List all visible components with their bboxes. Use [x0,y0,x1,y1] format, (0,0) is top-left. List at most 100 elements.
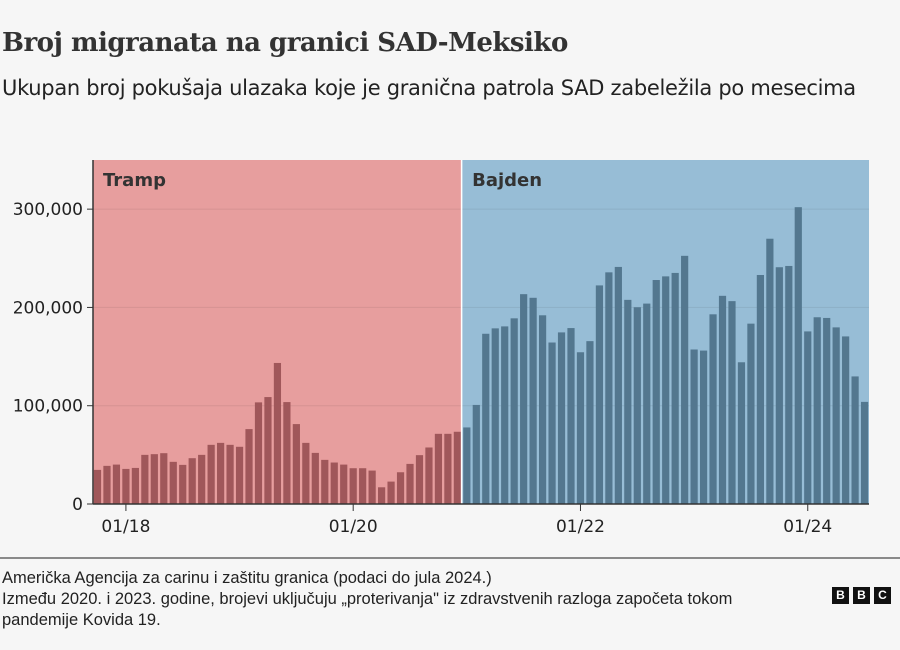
bar-2017-11 [103,465,111,504]
bar-2018-05 [160,453,168,504]
bar-2022-10 [662,276,670,504]
bar-2023-03 [709,314,717,504]
bar-2021-08 [529,297,537,504]
bar-2024-03 [823,317,831,504]
chart-title: Broj migranata na granici SAD-Meksiko [2,28,568,58]
bar-2018-06 [169,461,177,504]
bar-2023-10 [775,267,783,504]
bar-2021-09 [538,315,547,504]
bar-2023-08 [756,274,764,504]
bar-2019-12 [340,464,348,504]
period-label: Tramp [103,170,166,191]
bar-2024-02 [813,317,821,504]
bar-2018-11 [217,442,225,504]
bar-2018-08 [188,458,196,504]
source-note: Američka Agencija za carinu i zaštitu gr… [2,569,492,587]
bar-2024-01 [804,331,812,504]
y-tick-label: 100,000 [13,397,83,417]
bar-2024-04 [832,327,840,504]
y-tick-label: 0 [72,495,83,515]
bar-2022-05 [614,266,622,504]
bar-2019-09 [311,452,319,504]
bar-2019-02 [245,429,253,504]
bar-2019-10 [321,459,329,504]
bar-2018-04 [150,454,158,504]
bar-2021-07 [520,294,528,504]
bar-2023-06 [737,362,746,504]
footer-divider [0,557,900,559]
bar-chart: Tramp Bajden 0 100,000 200,000 300,000 01/18 01… [13,160,869,537]
bar-2023-07 [747,323,755,504]
bbc-logo: B B C [832,587,891,604]
bar-2021-11 [557,332,566,504]
bar-2020-06 [396,472,405,504]
bar-2018-07 [179,464,187,504]
bar-2024-06 [851,376,859,504]
bbc-logo-letter: B [832,587,849,604]
bar-2020-03 [368,470,376,504]
x-tick-label: 01/18 [101,517,150,537]
footnote: Između 2020. i 2023. godine, brojevi ukl… [2,590,733,629]
bar-2019-05 [273,362,282,504]
bar-2019-11 [330,462,338,504]
bar-2021-10 [548,342,556,504]
bar-2021-01 [463,427,471,504]
x-tick-label: 01/22 [556,517,605,537]
bar-2023-05 [728,301,736,504]
bar-2018-02 [131,467,139,504]
footer: Američka Agencija za carinu i zaštitu gr… [2,568,802,631]
bar-2023-01 [690,349,698,504]
y-tick-label: 300,000 [13,200,83,220]
x-tick-label: 01/24 [783,517,832,537]
y-tick-label: 200,000 [13,298,83,318]
x-tick-label: 01/20 [329,517,378,537]
chart-subtitle: Ukupan broj pokušaja ulazaka koje je gra… [2,76,856,100]
bar-2018-03 [141,454,149,504]
bar-2020-05 [387,481,395,504]
bar-2019-07 [292,424,300,504]
bar-2017-10 [93,469,102,504]
bar-2019-06 [283,402,291,504]
bar-2022-06 [624,299,632,504]
bar-2020-08 [415,455,424,504]
bar-2023-02 [699,350,708,504]
bar-2023-12 [794,207,802,505]
bar-2018-10 [207,444,215,504]
bar-2022-08 [643,303,651,504]
bar-2022-02 [586,341,594,504]
bar-2023-09 [766,238,774,504]
bar-2019-04 [264,397,272,504]
bar-2022-01 [576,352,585,504]
bar-2020-04 [378,487,386,504]
bar-2023-11 [785,265,793,504]
bbc-logo-letter: C [874,587,891,604]
bar-2018-01 [122,468,130,504]
bar-2019-08 [302,442,310,504]
bar-2018-12 [226,444,234,504]
bar-2020-07 [406,463,414,504]
bar-2017-12 [112,464,121,504]
bar-2021-02 [472,404,480,504]
period-label: Bajden [472,170,542,191]
bar-2020-10 [434,433,443,504]
bar-2024-07 [860,401,869,504]
bbc-logo-letter: B [853,587,870,604]
bar-2022-07 [633,307,641,504]
bar-2019-03 [254,402,263,504]
bar-2022-04 [605,272,613,504]
bar-2023-04 [718,295,727,504]
bar-2021-05 [501,326,509,504]
bar-2021-04 [491,328,499,504]
bar-2022-11 [671,272,679,504]
bar-2022-12 [681,255,689,504]
bar-2020-09 [425,447,433,504]
bar-2020-11 [444,433,452,504]
bar-2021-12 [567,328,575,504]
bar-2019-01 [235,446,244,504]
bar-2022-09 [652,280,660,504]
bar-2021-03 [482,333,490,504]
bar-2018-09 [198,454,206,504]
bar-2021-06 [510,318,518,504]
bar-2020-02 [359,468,367,504]
bar-2020-01 [349,468,357,504]
